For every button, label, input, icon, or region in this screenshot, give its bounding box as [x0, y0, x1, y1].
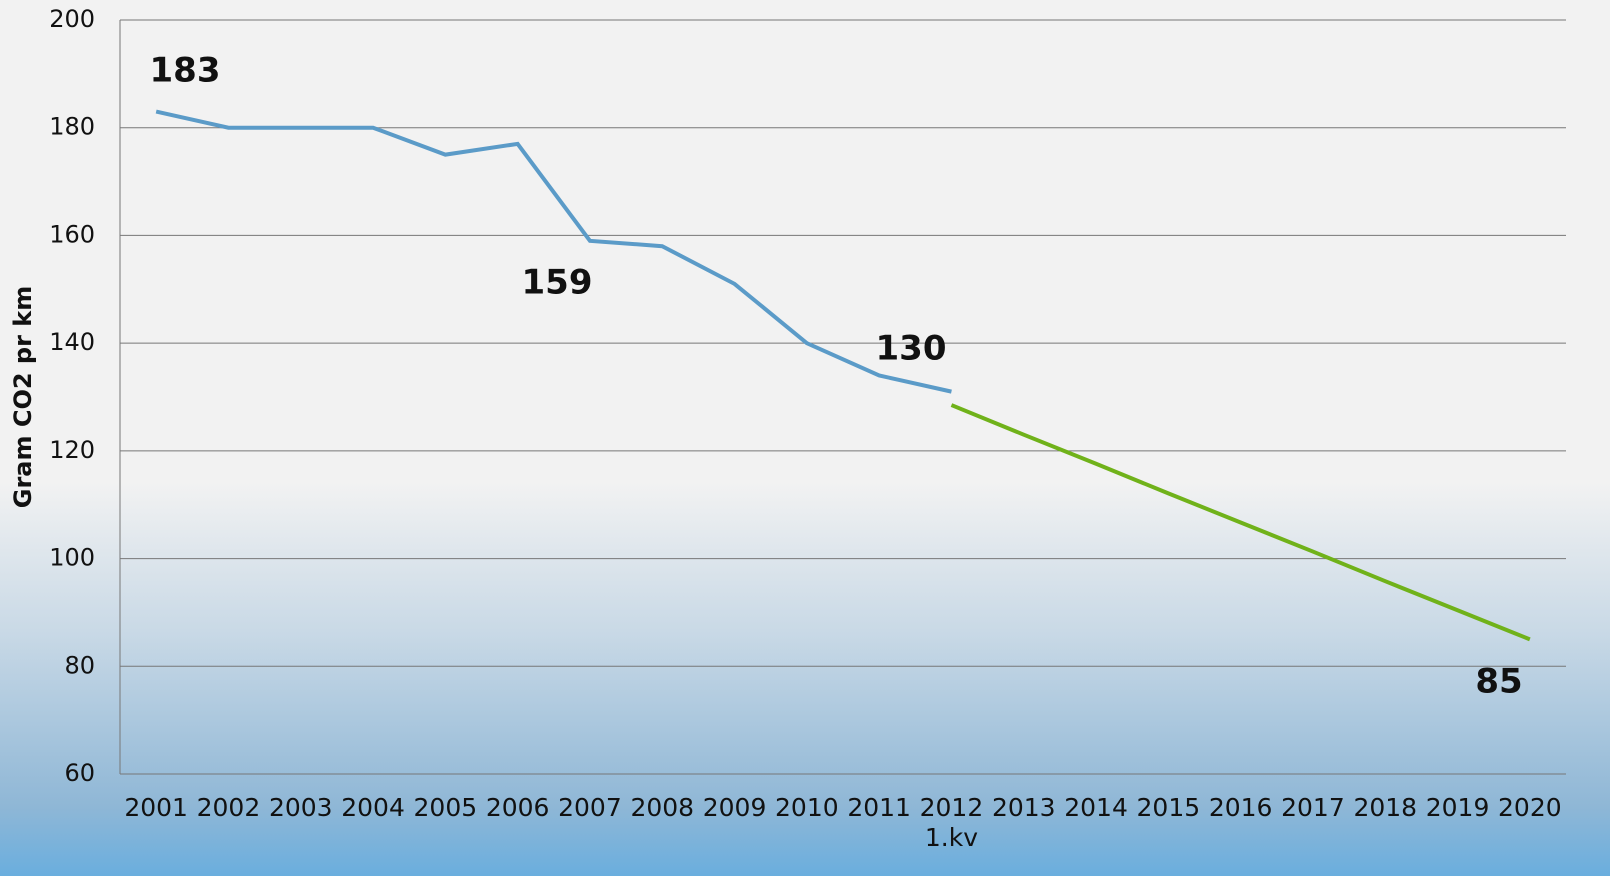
x-tick-label: 2014: [1064, 793, 1128, 822]
x-tick-label: 2012 1.kv: [919, 793, 984, 852]
annotation: 159: [522, 263, 593, 303]
annotation: 183: [150, 51, 221, 91]
x-tick-label: 2018: [1353, 793, 1418, 822]
x-tick-label: 2019: [1425, 793, 1490, 822]
y-tick-label: 160: [49, 220, 95, 248]
x-tick-label: 2005: [413, 793, 478, 822]
y-tick-label: 80: [64, 651, 95, 679]
annotation: 130: [876, 329, 947, 369]
x-tick-label: 2020: [1498, 793, 1562, 822]
x-tick-label: 2004: [341, 793, 405, 822]
y-tick-label: 180: [49, 113, 95, 141]
y-tick-label: 140: [49, 328, 95, 356]
x-tick-label: 2015: [1136, 793, 1201, 822]
x-tick-label: 2001: [124, 793, 188, 822]
series-line: [950, 403, 1531, 642]
y-tick-label: 200: [49, 5, 95, 33]
y-tick-label: 100: [49, 544, 95, 572]
x-tick-label: 2017: [1281, 793, 1345, 822]
x-tick-label: 2007: [558, 793, 622, 822]
x-tick-label: 2010: [775, 793, 839, 822]
y-tick-label: 120: [49, 436, 95, 464]
y-axis-title: Gram CO2 pr km: [9, 286, 37, 509]
annotation: 85: [1475, 662, 1522, 702]
x-tick-label: 2003: [268, 793, 333, 822]
x-tick-label: 2008: [630, 793, 695, 822]
x-tick-label: 2006: [485, 793, 550, 822]
x-tick-label: 2009: [702, 793, 767, 822]
x-tick-label: 2011: [847, 793, 911, 822]
x-tick-label: 2002: [196, 793, 261, 822]
x-tick-label: 2013: [991, 793, 1056, 822]
y-tick-label: 60: [64, 759, 95, 787]
x-tick-label: 2016: [1208, 793, 1273, 822]
series-line: [155, 109, 952, 394]
